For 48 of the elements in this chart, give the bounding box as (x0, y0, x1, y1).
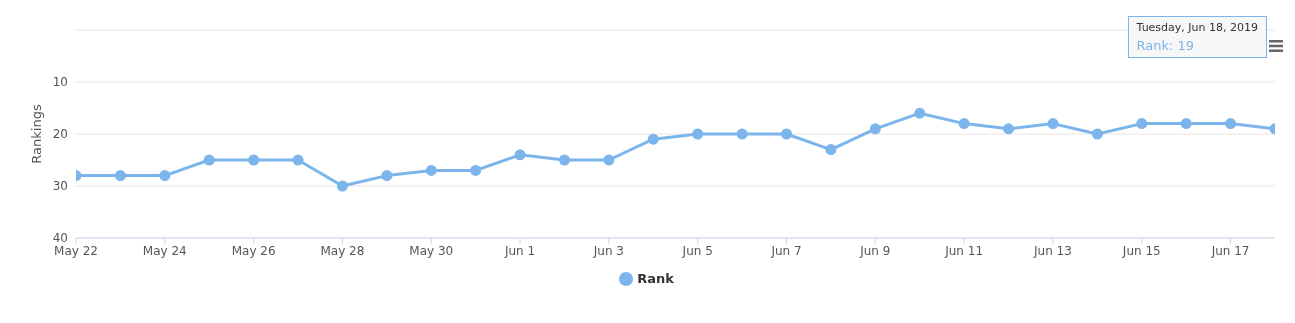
annotation: Tuesday, Jun 18, 2019 (1136, 21, 1258, 34)
point (114, 170, 126, 182)
y-tick-label: 20 (52, 127, 68, 142)
point (425, 164, 437, 176)
point (1047, 118, 1059, 130)
x-tick-label: Jun 15 (1121, 243, 1161, 258)
x-tick-label: May 26 (231, 243, 276, 258)
point (1003, 123, 1015, 135)
point (558, 154, 570, 166)
x-tick-label: May 24 (142, 243, 187, 258)
point (869, 123, 881, 135)
x-tick-label: Jun 9 (859, 243, 891, 258)
point (336, 180, 348, 192)
y-tick-label: 10 (52, 75, 68, 90)
point (736, 128, 748, 140)
point (647, 133, 659, 145)
legend-label: Rank (637, 271, 674, 286)
point (292, 154, 304, 166)
point (603, 154, 615, 166)
point (1091, 128, 1103, 140)
point (914, 107, 926, 119)
x-tick-label: Jun 1 (503, 243, 536, 258)
point (958, 118, 970, 130)
point (203, 154, 215, 166)
x-tick-label: Jun 17 (1210, 243, 1250, 258)
x-tick-label: May 22 (54, 243, 98, 258)
point (825, 144, 837, 156)
x-tick-label: Jun 11 (944, 243, 984, 258)
point (1136, 118, 1148, 130)
y-tick-label: 40 (52, 231, 68, 246)
point (381, 170, 393, 182)
x-tick-label: Jun 5 (681, 243, 713, 258)
point (159, 170, 171, 182)
x-tick-label: May 30 (409, 243, 454, 258)
annotation: Rank: 19 (1136, 38, 1196, 53)
point (1225, 118, 1237, 130)
point (781, 128, 793, 140)
point (248, 154, 260, 166)
x-tick-label: May 28 (320, 243, 365, 258)
point (692, 128, 704, 140)
x-tick-label: Jun 7 (770, 243, 802, 258)
y-axis-title: Rankings (28, 104, 44, 164)
point (1180, 118, 1192, 130)
x-tick-label: Jun 3 (592, 243, 624, 258)
y-tick-label: 30 (52, 179, 68, 194)
x-tick-label: Jun 13 (1033, 243, 1072, 258)
point (470, 164, 482, 176)
point (514, 149, 526, 161)
